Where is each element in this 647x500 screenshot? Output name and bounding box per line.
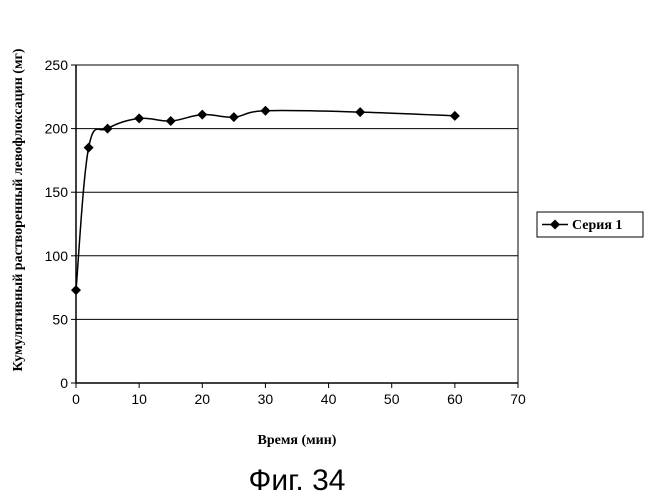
y-tick-label-0: 0 xyxy=(60,375,68,391)
x-tick-label-30: 30 xyxy=(258,391,274,407)
y-axis-title: Кумулятивный растворенный левофлоксацин … xyxy=(11,48,26,371)
legend-label: Серия 1 xyxy=(572,218,622,233)
x-tick-label-40: 40 xyxy=(321,391,337,407)
y-tick-label-200: 200 xyxy=(45,121,69,137)
legend: Серия 1 xyxy=(537,212,643,237)
y-tick-label-150: 150 xyxy=(45,184,69,200)
x-tick-label-10: 10 xyxy=(131,391,147,407)
x-tick-label-50: 50 xyxy=(384,391,400,407)
x-axis-ticks: 0 10 20 30 40 50 60 70 xyxy=(72,383,526,407)
plot-area xyxy=(76,65,518,383)
x-tick-label-60: 60 xyxy=(447,391,463,407)
y-tick-label-100: 100 xyxy=(45,248,69,264)
x-tick-label-0: 0 xyxy=(72,391,80,407)
y-tick-label-50: 50 xyxy=(52,311,68,327)
y-tick-label-250: 250 xyxy=(45,57,69,73)
x-tick-label-70: 70 xyxy=(510,391,526,407)
x-tick-label-20: 20 xyxy=(194,391,210,407)
y-axis-ticks: 0 50 100 150 200 250 xyxy=(45,57,76,391)
x-axis-title: Время (мин) xyxy=(258,433,337,448)
figure-caption: Фиг. 34 xyxy=(249,464,346,497)
